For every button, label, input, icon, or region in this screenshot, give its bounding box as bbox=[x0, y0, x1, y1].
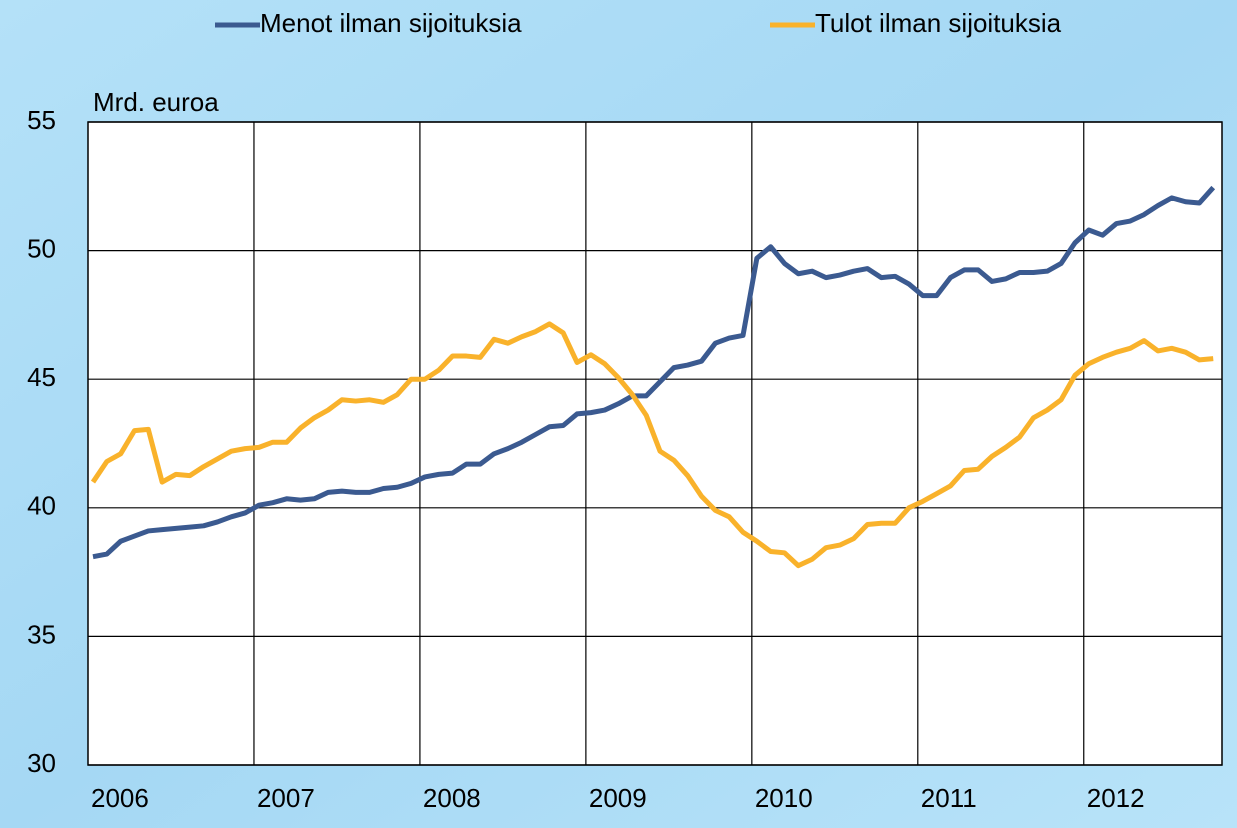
series-line bbox=[92, 185, 1216, 560]
x-tick-label: 2012 bbox=[1087, 783, 1145, 813]
y-tick-label: 45 bbox=[27, 362, 56, 392]
x-tick-label: 2009 bbox=[589, 783, 647, 813]
x-tick-label: 2006 bbox=[91, 783, 149, 813]
y-tick-label: 40 bbox=[27, 491, 56, 521]
x-tick-label: 2007 bbox=[257, 783, 315, 813]
x-tick-label: 2008 bbox=[423, 783, 481, 813]
series-line bbox=[90, 321, 1214, 569]
legend-label: Tulot ilman sijoituksia bbox=[815, 8, 1062, 38]
y-tick-label: 50 bbox=[27, 233, 56, 263]
x-tick-label: 2011 bbox=[921, 783, 977, 813]
y-tick-label: 55 bbox=[27, 105, 56, 135]
y-tick-label: 35 bbox=[27, 619, 56, 649]
legend-label: Menot ilman sijoituksia bbox=[260, 8, 522, 38]
x-tick-label: 2010 bbox=[755, 783, 813, 813]
y-tick-label: 30 bbox=[27, 748, 56, 778]
y-axis-label: Mrd. euroa bbox=[93, 87, 219, 117]
